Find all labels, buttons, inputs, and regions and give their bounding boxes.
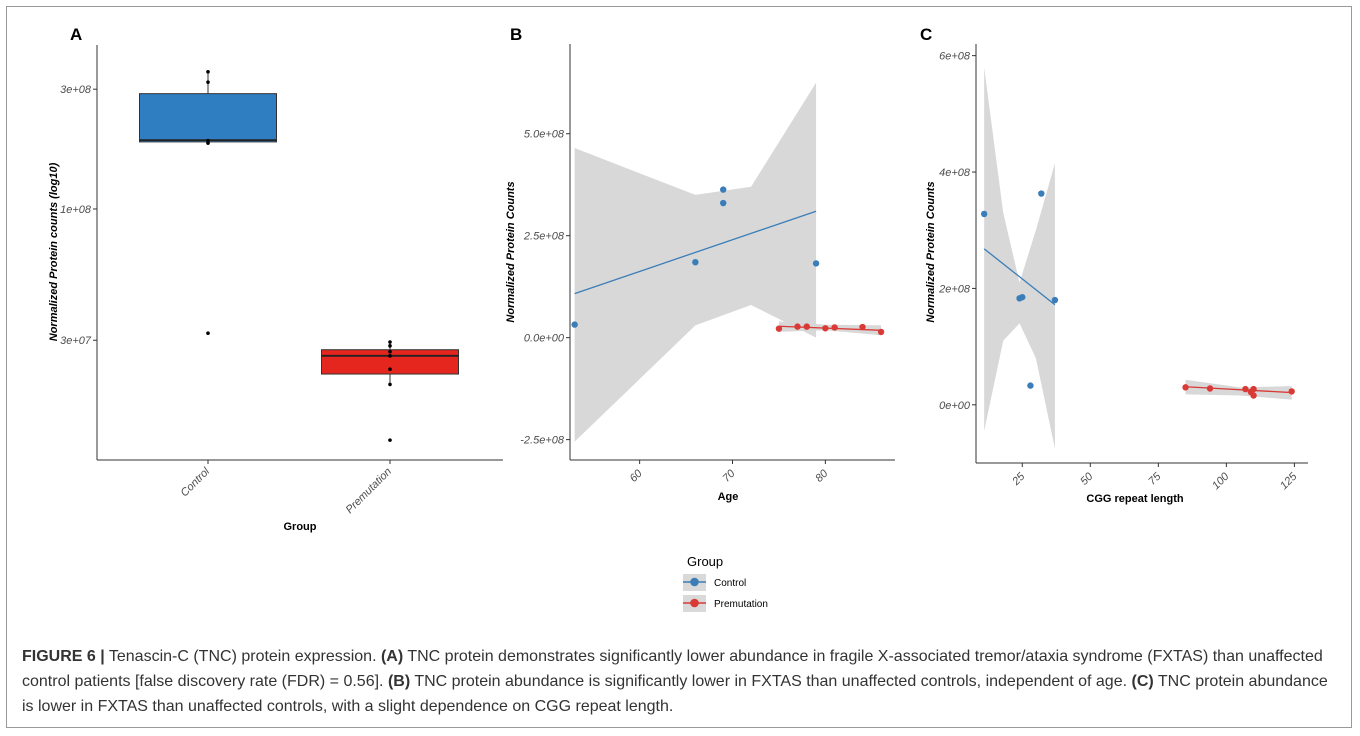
legend-key-dot-premutation	[690, 598, 699, 608]
panel-b-x-tick-label: 70	[720, 467, 738, 485]
caption-label: FIGURE 6 |	[22, 648, 105, 665]
panel-b-y-tick-label: 0.0e+00	[524, 333, 565, 345]
panel-b-x-tick-label: 60	[628, 467, 646, 485]
panel-c-x-axis-title: CGG repeat length	[1086, 493, 1183, 505]
panel-a-y-tick-label: 3e+07	[60, 335, 92, 347]
panel-c-fit-line-control	[983, 248, 1056, 306]
panel-c-x-tick-label: 100	[1210, 470, 1232, 492]
panel-b-data-point-premutation	[794, 323, 801, 330]
panel-a-y-tick-label: 1e+08	[60, 204, 92, 216]
panel-a-y-axis-title: Normalized Protein counts (log10)	[48, 162, 60, 341]
panel-c-y-tick-label: 4e+08	[939, 167, 971, 179]
panel-c-data-point-premutation	[1250, 385, 1257, 393]
panel-b-data-point-premutation	[803, 323, 810, 330]
panel-c-data-point-premutation	[1206, 385, 1214, 392]
panel-c-data-point-control	[1051, 296, 1059, 304]
panel-b-data-point-premutation	[859, 323, 866, 331]
panel-a-x-axis-title: Group	[284, 521, 317, 533]
panel-label-b: B	[510, 25, 522, 44]
panel-c-x-tick-label: 125	[1278, 470, 1300, 492]
panel-b-data-point-control	[571, 321, 578, 328]
caption-c-text: TNC protein abundance is lower in FXTAS …	[22, 673, 1328, 715]
panel-b-data-point-control	[720, 199, 727, 207]
panel-c-data-point-premutation	[1242, 385, 1249, 393]
panel-b-x-axis-title: Age	[718, 491, 739, 503]
panel-a-data-point	[388, 382, 392, 387]
panel-a-data-point	[206, 331, 210, 335]
panel-b-fit-line-control	[574, 210, 817, 295]
panel-c-data-point-control	[1038, 190, 1045, 197]
panel-b-data-point-premutation	[822, 325, 829, 332]
caption-intro: Tenascin-C (TNC) protein expression.	[104, 648, 381, 665]
panel-a-data-point	[206, 141, 210, 145]
panel-a-data-point	[388, 354, 392, 358]
legend-title: Group	[687, 554, 723, 569]
panel-b-data-point-control	[812, 260, 820, 267]
panel-b-age-scatter: -2.5e+08 0.0e+00 2.5e+08 5.0e+08 60 70 80 Age No…	[505, 44, 895, 503]
panel-a-data-point	[388, 340, 392, 344]
panel-b-data-point-control	[720, 186, 727, 193]
panel-c-y-tick-label: 6e+08	[939, 51, 971, 63]
panel-c-x-tick-label: 75	[1146, 470, 1164, 488]
panel-c-data-point-control	[1019, 293, 1026, 301]
panel-a-data-point	[388, 349, 392, 354]
panel-a-data-point	[388, 367, 392, 371]
panel-c-data-point-control	[1027, 382, 1034, 389]
caption-a-text: TNC protein demonstrates significantly l…	[22, 648, 1323, 690]
legend-label-premutation: Premutation	[714, 599, 768, 610]
panel-c-data-point-premutation	[1288, 388, 1295, 395]
legend-key-dot-control	[690, 577, 699, 587]
panel-c-y-tick-label: 0e+00	[939, 400, 971, 412]
panel-a-x-tick-label: Control	[179, 465, 213, 499]
panel-c-y-tick-label: 2e+08	[938, 283, 971, 295]
caption-b-text: TNC protein abundance is significantly l…	[410, 673, 1132, 690]
panel-c-data-point-premutation	[1182, 384, 1189, 391]
panel-a-data-point	[206, 80, 210, 84]
caption-b-tag: (B)	[387, 673, 411, 690]
panel-b-y-tick-label: 5.0e+08	[524, 129, 565, 141]
panel-a-data-point	[388, 438, 392, 442]
caption-a-tag: (A)	[380, 648, 404, 665]
panel-a-box-control	[139, 93, 277, 143]
caption-c-tag: (C)	[1131, 673, 1154, 690]
panel-b-data-point-premutation	[877, 328, 885, 336]
panel-a-box-plot: 3e+07 1e+08 3e+08 Control Premutation Group No…	[48, 45, 503, 533]
panel-c-confidence-band-control	[984, 67, 1055, 449]
panel-b-y-axis-title: Normalized Protein Counts	[505, 181, 517, 322]
panel-label-c: C	[920, 25, 932, 44]
panel-b-data-point-control	[692, 258, 699, 266]
panel-b-data-point-premutation	[831, 324, 838, 331]
panel-b-x-tick-label: 80	[813, 467, 831, 485]
legend: Group Control Premutation	[683, 554, 768, 612]
panel-b-y-tick-label: -2.5e+08	[520, 435, 565, 447]
panel-label-a: A	[70, 25, 82, 44]
panel-a-y-tick-label: 3e+08	[60, 84, 92, 96]
figure-caption: FIGURE 6 | Tenascin-C (TNC) protein expr…	[22, 644, 1332, 719]
panel-a-x-tick-label: Premutation	[344, 466, 394, 516]
panel-b-data-point-premutation	[775, 325, 783, 332]
panel-b-y-tick-label: 2.5e+08	[523, 231, 565, 243]
panel-c-data-point-control	[980, 210, 988, 218]
panel-c-fit-line-premutation	[1185, 386, 1292, 394]
panel-c-y-axis-title: Normalized Protein Counts	[925, 181, 937, 322]
panel-c-x-tick-label: 25	[1010, 470, 1028, 488]
panel-c-x-tick-label: 50	[1078, 470, 1096, 488]
panel-a-data-point	[388, 344, 392, 348]
figure-frame	[6, 6, 1352, 728]
legend-label-control: Control	[714, 578, 746, 589]
panel-c-cgg-scatter: 0e+00 2e+08 4e+08 6e+08 25 50 75 100 125 CGG repe…	[925, 44, 1308, 505]
panel-a-data-point	[206, 69, 210, 74]
panel-c-data-point-premutation	[1250, 392, 1257, 399]
